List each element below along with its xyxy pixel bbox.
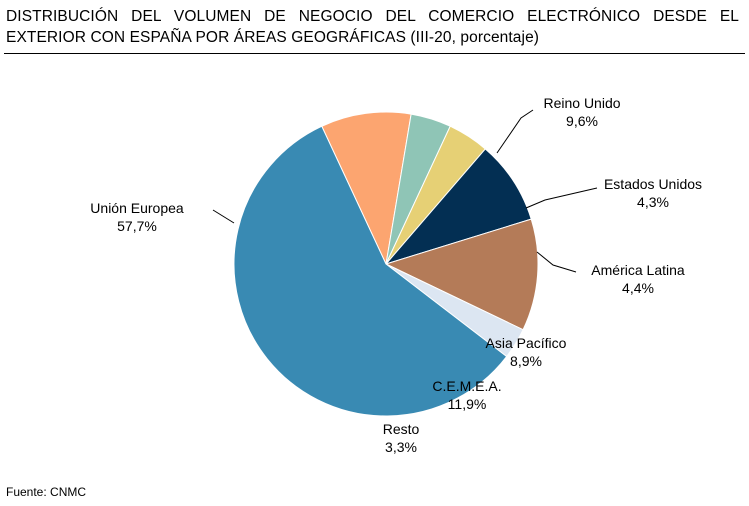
slice-name-america-latina: América Latina [591, 262, 685, 278]
slice-name-union-europea: Unión Europea [90, 200, 184, 216]
slice-value-reino-unido: 9,6% [566, 113, 598, 129]
title-divider [4, 53, 745, 54]
pie-slice-c-e-m-e-a [384, 218, 539, 331]
leader-line-reino-unido [496, 109, 534, 154]
pie-slice-reino-unido [321, 111, 412, 266]
slice-name-c-e-m-e-a: C.E.M.E.A. [432, 378, 501, 394]
slice-value-america-latina: 4,4% [622, 280, 654, 296]
source-note: Fuente: CNMC [6, 485, 87, 499]
leader-line-america-latina [536, 251, 577, 273]
pie-slice-union-europea [233, 125, 508, 417]
leader-line-estados-unidos [525, 187, 598, 209]
chart-title: DISTRIBUCIÓN DEL VOLUMEN DE NEGOCIO DEL … [6, 8, 739, 46]
slice-name-reino-unido: Reino Unido [543, 95, 620, 111]
slice-value-union-europea: 57,7% [117, 218, 157, 234]
slice-value-asia-pacifico: 8,9% [510, 353, 542, 369]
slice-value-resto: 3,3% [385, 439, 417, 455]
slice-value-estados-unidos: 4,3% [637, 194, 669, 210]
slice-name-estados-unidos: Estados Unidos [604, 176, 702, 192]
pie-slice-asia-pacifico [384, 148, 532, 265]
slice-value-c-e-m-e-a: 11,9% [448, 396, 487, 412]
slice-name-asia-pacifico: Asia Pacífico [486, 335, 567, 351]
leader-line-union-europea [212, 209, 235, 224]
slice-name-resto: Resto [383, 421, 420, 437]
